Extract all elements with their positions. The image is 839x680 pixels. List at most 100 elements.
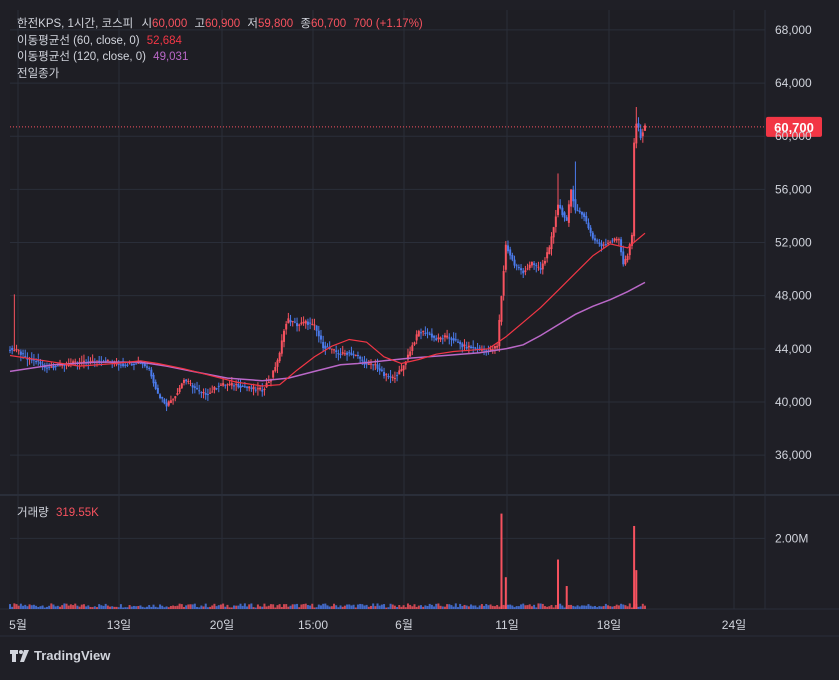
tradingview-brand[interactable]: TradingView: [10, 648, 110, 663]
candle-body: [428, 333, 431, 335]
volume-bar: [561, 605, 564, 609]
volume-label: 거래량: [17, 507, 49, 519]
volume-bar: [224, 606, 227, 609]
candle-body: [146, 366, 149, 368]
candle-body: [159, 394, 162, 399]
volume-bar: [41, 605, 44, 609]
volume-bar: [39, 606, 42, 609]
volume-bar: [209, 606, 212, 609]
volume-bar: [546, 606, 549, 609]
candle-body: [452, 338, 455, 341]
volume-bar: [300, 604, 303, 609]
volume-bar: [415, 606, 418, 609]
volume-bar: [211, 605, 214, 609]
volume-bar: [422, 606, 425, 609]
candle-body: [472, 346, 475, 348]
candle-body: [313, 324, 316, 326]
candle-body: [304, 320, 307, 324]
volume-bar: [578, 606, 581, 609]
candle-body: [637, 123, 640, 128]
volume-bar: [206, 607, 209, 609]
volume-bar: [248, 604, 251, 609]
candle-body: [443, 335, 446, 338]
volume-bar: [480, 604, 483, 609]
candle-body: [302, 321, 305, 323]
volume-bar: [356, 604, 359, 609]
candle-body: [156, 387, 159, 394]
volume-bar: [583, 605, 586, 609]
volume-bar: [172, 605, 175, 609]
candle-body: [333, 349, 336, 351]
candle-body: [346, 352, 349, 355]
candle-body: [509, 249, 512, 256]
candle-body: [343, 353, 346, 355]
volume-bar: [333, 603, 336, 609]
volume-bar: [533, 604, 536, 609]
candle-body: [185, 379, 188, 382]
volume-bar: [509, 604, 512, 609]
chart-legend: 한전KPS, 1시간, 코스피 시60,000 고60,900 저59,800 …: [17, 16, 423, 82]
volume-bar: [580, 605, 583, 609]
candle-body: [200, 392, 203, 394]
volume-bar: [252, 607, 255, 609]
volume-bar: [237, 605, 240, 609]
volume-bar: [191, 604, 194, 609]
volume-bar: [317, 604, 320, 609]
candle-body: [526, 268, 529, 270]
plot-background: [10, 10, 765, 609]
volume-bar: [135, 606, 138, 609]
volume-bar: [396, 607, 399, 609]
volume-bar: [100, 605, 103, 609]
volume-bar: [65, 603, 68, 609]
candle-body: [602, 244, 605, 246]
x-tick-label: 20일: [210, 618, 234, 632]
volume-bar: [474, 605, 477, 609]
candle-body: [396, 375, 399, 377]
candle-body: [350, 352, 353, 356]
volume-bar: [393, 605, 396, 609]
volume-bar: [563, 607, 566, 609]
candle-body: [461, 343, 464, 348]
prev-close-label: 전일종가: [17, 67, 60, 80]
candle-body: [622, 251, 625, 265]
volume-bar: [585, 605, 588, 609]
candle-body: [250, 387, 253, 389]
volume-bar: [622, 604, 625, 609]
candle-body: [359, 356, 362, 359]
volume-bar: [80, 604, 83, 609]
candle-body: [204, 393, 207, 395]
volume-bar: [130, 606, 133, 609]
tradingview-logo-icon: [10, 649, 29, 662]
candle-body: [446, 335, 449, 338]
volume-bar: [543, 606, 546, 609]
candle-body: [598, 242, 601, 244]
candle-body: [550, 236, 553, 250]
volume-bar: [163, 607, 166, 609]
candle-body: [548, 247, 551, 255]
candle-body: [117, 363, 120, 365]
volume-bar: [276, 605, 279, 609]
volume-bar: [254, 607, 257, 609]
candle-body: [641, 132, 644, 137]
candle-body: [239, 385, 242, 388]
volume-bar: [139, 605, 142, 609]
ma60-label: 이동평균선 (60, close, 0): [17, 34, 140, 47]
volume-bar: [59, 606, 62, 609]
volume-bar: [113, 606, 116, 609]
candle-body: [311, 323, 314, 325]
y-tick-label: 36,000: [775, 448, 812, 462]
candle-body: [48, 366, 51, 368]
candle-body: [322, 342, 325, 349]
candle-body: [237, 383, 240, 388]
volume-bar: [222, 603, 225, 609]
volume-bar: [267, 605, 270, 609]
candle-body: [213, 386, 216, 391]
candle-body: [524, 270, 527, 272]
volume-bar: [150, 606, 153, 609]
volume-bar: [111, 606, 114, 609]
volume-bar: [274, 607, 277, 609]
candle-body: [380, 369, 383, 371]
volume-bar: [437, 603, 440, 609]
